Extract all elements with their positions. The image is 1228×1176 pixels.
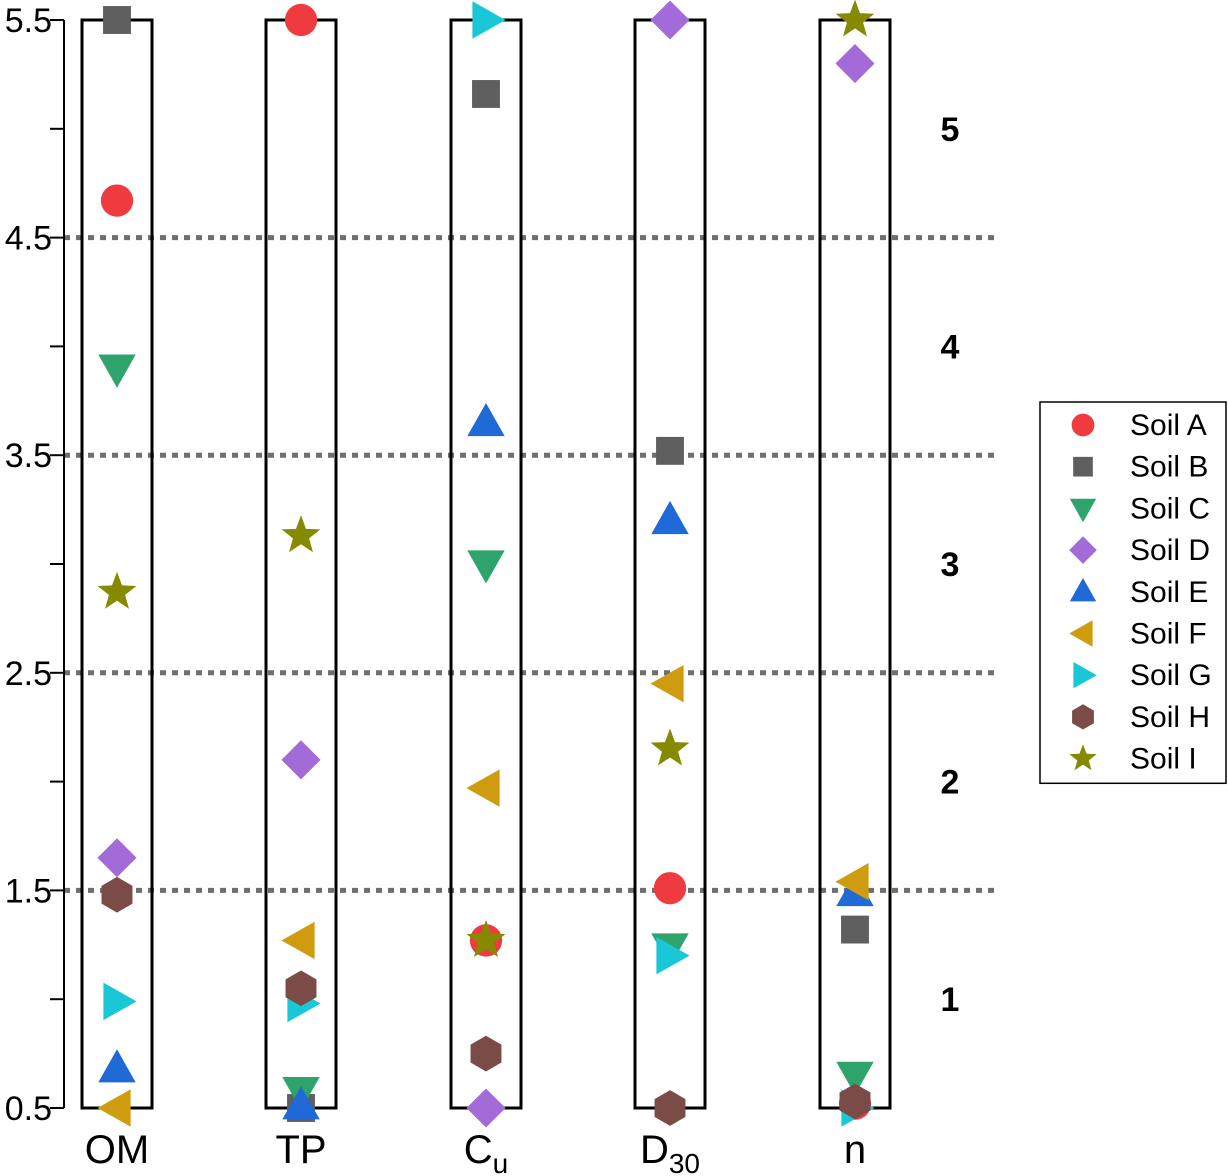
legend-marker-soil-c <box>1069 498 1097 523</box>
y-tick-label: 4.5 <box>5 220 52 258</box>
legend-marker-soil-b <box>1073 456 1093 477</box>
legend-marker-soil-e <box>1069 578 1097 602</box>
zone-label: 4 <box>941 328 960 366</box>
point-soil-b-d30 <box>656 436 684 465</box>
point-soil-i-tp <box>281 515 321 553</box>
dashed-gridlines <box>64 235 995 893</box>
point-soil-e-tp <box>282 1086 320 1120</box>
point-soil-d-tp <box>281 740 321 780</box>
legend-marker-soil-a <box>1071 413 1095 437</box>
legend-label-soil-a: Soil A <box>1130 409 1207 442</box>
legend-marker-soil-g <box>1073 662 1097 689</box>
category-label-tp: TP <box>275 1128 326 1172</box>
point-soil-b-om <box>103 6 131 34</box>
column-om <box>80 18 154 1110</box>
point-soil-g-d30 <box>656 936 690 975</box>
point-soil-i-om <box>97 571 137 609</box>
legend-label-soil-f: Soil F <box>1130 618 1207 651</box>
point-soil-f-n <box>835 862 869 901</box>
point-soil-e-om <box>98 1049 136 1083</box>
y-tick-label: 5.5 <box>5 2 52 40</box>
legend-box <box>1039 401 1227 785</box>
point-soil-h-cu <box>470 1035 502 1072</box>
legend-marker-soil-f <box>1069 620 1093 647</box>
point-soil-h-tp <box>285 970 317 1007</box>
legend-label-soil-e: Soil E <box>1130 576 1208 609</box>
category-label-n: n <box>844 1128 866 1172</box>
point-soil-a-tp <box>284 3 318 37</box>
legend-marker-soil-h <box>1072 704 1094 730</box>
point-soil-i-n <box>835 0 875 37</box>
y-tick-label: 2.5 <box>5 655 52 693</box>
column-n <box>818 18 892 1110</box>
zone-label: 1 <box>941 981 960 1019</box>
legend: Soil A Soil B Soil C Soil D Soil E Soil F Soil… <box>1039 401 1227 785</box>
category-label-cu: Cu <box>464 1128 508 1176</box>
point-soil-h-om <box>101 876 133 913</box>
point-soil-d-om <box>97 838 137 878</box>
legend-label-soil-h: Soil H <box>1130 701 1210 734</box>
point-soil-h-d30 <box>654 1090 686 1126</box>
y-tick-label: 0.5 <box>5 1090 52 1128</box>
point-soil-f-d30 <box>650 664 684 703</box>
point-soil-c-om <box>98 354 136 388</box>
point-soil-b-cu <box>472 80 500 108</box>
point-soil-g-cu <box>472 1 506 39</box>
y-axis: 0.5 1.5 2.5 3.5 4.5 5.5 <box>5 2 65 1128</box>
point-soil-f-tp <box>281 921 315 960</box>
point-soil-b-n <box>841 915 869 944</box>
point-soil-h-n <box>839 1083 871 1120</box>
point-soil-f-cu <box>466 769 500 807</box>
zone-labels: 1 2 3 4 5 <box>941 111 960 1019</box>
legend-label-soil-d: Soil D <box>1130 534 1210 567</box>
legend-label-soil-c: Soil C <box>1130 492 1210 525</box>
legend-marker-soil-i <box>1069 744 1097 771</box>
point-soil-g-om <box>103 982 137 1021</box>
legend-label-soil-i: Soil I <box>1130 743 1197 776</box>
category-label-d30: D30 <box>640 1128 700 1176</box>
point-soil-f-om <box>97 1089 131 1127</box>
zone-label: 2 <box>941 764 960 802</box>
category-labels: OM TP Cu D30 n <box>85 1128 866 1176</box>
point-soil-d-n <box>835 43 875 84</box>
point-soil-d-cu <box>466 1088 506 1128</box>
point-soil-e-d30 <box>651 500 689 535</box>
y-tick-label: 1.5 <box>5 872 52 910</box>
category-label-om: OM <box>85 1128 149 1172</box>
point-soil-a-om <box>100 184 134 217</box>
point-soil-i-d30 <box>650 728 690 766</box>
point-soil-a-d30 <box>653 872 687 905</box>
legend-marker-soil-d <box>1069 536 1097 564</box>
y-tick-label: 3.5 <box>5 437 52 475</box>
zone-label: 3 <box>941 546 960 584</box>
legend-label-soil-b: Soil B <box>1130 451 1208 484</box>
point-soil-c-cu <box>467 550 505 584</box>
legend-label-soil-g: Soil G <box>1130 659 1212 692</box>
data-points <box>97 0 875 1128</box>
point-soil-c-n <box>836 1061 874 1095</box>
point-soil-i-cu <box>466 920 506 957</box>
point-soil-d-d30 <box>650 0 690 40</box>
zone-label: 5 <box>941 111 960 149</box>
point-soil-e-cu <box>467 403 505 437</box>
